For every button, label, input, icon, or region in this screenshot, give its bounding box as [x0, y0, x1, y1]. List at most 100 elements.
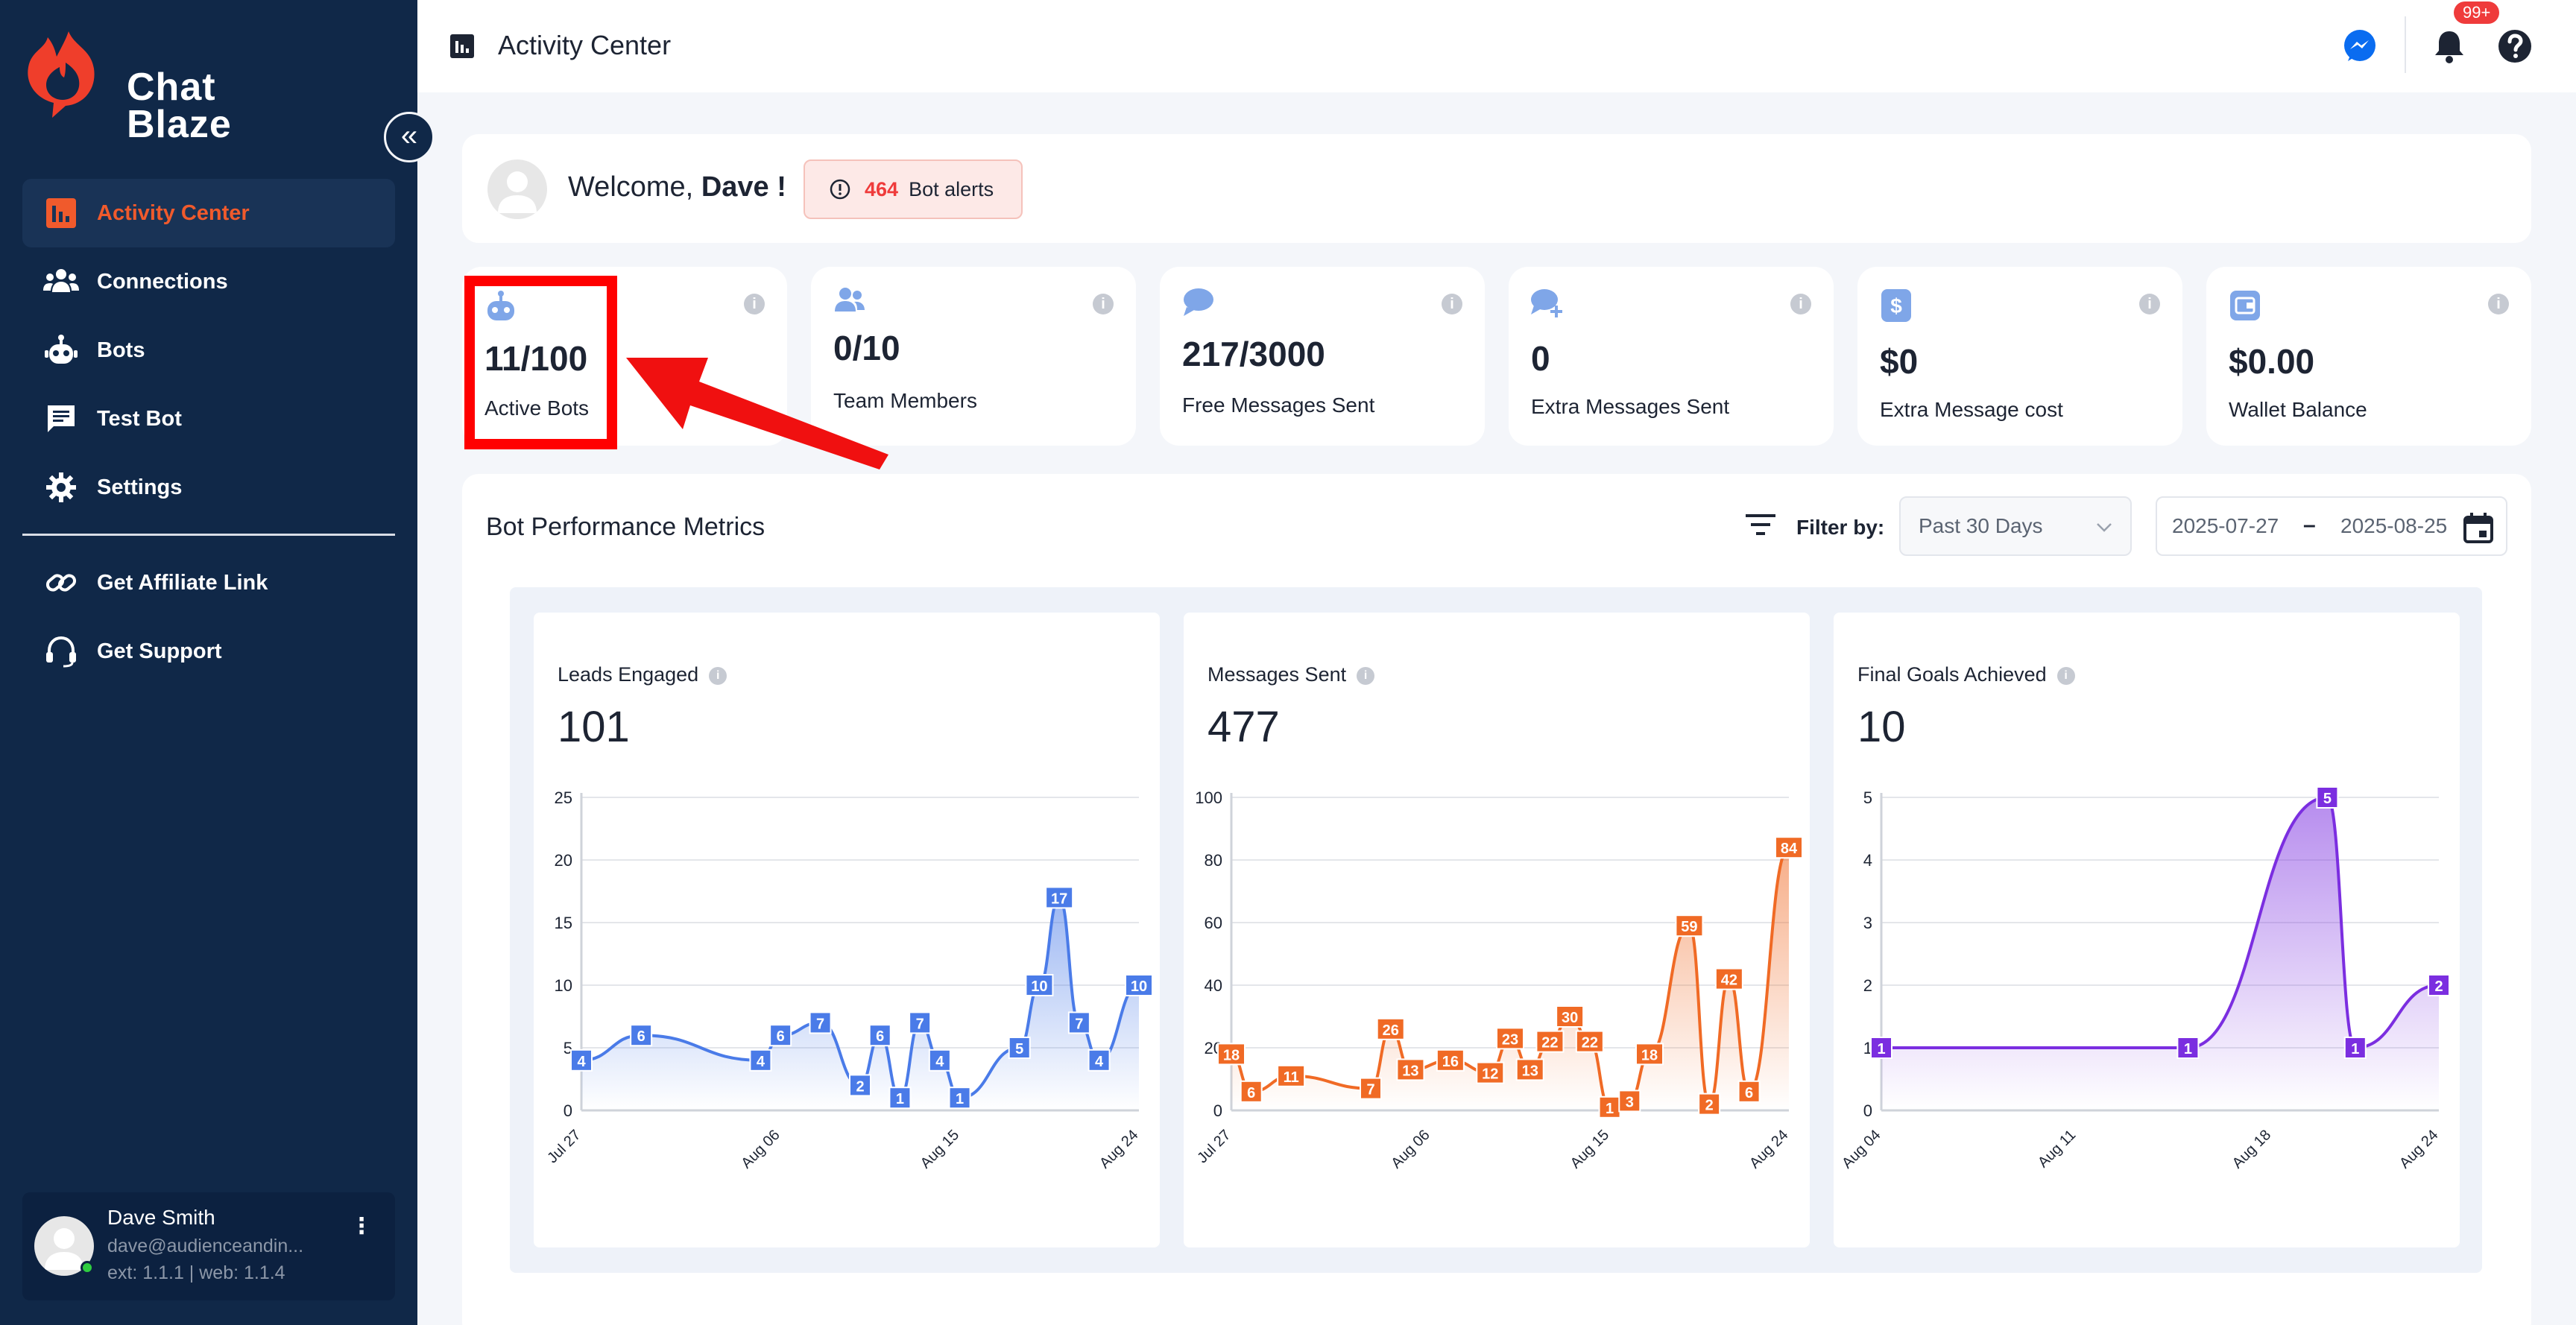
- flame-logo-icon: [28, 31, 95, 118]
- sidebar-item-affiliate-link[interactable]: Get Affiliate Link: [22, 548, 395, 617]
- more-vertical-icon[interactable]: ⋮: [350, 1214, 373, 1239]
- data-label: 30: [1562, 1010, 1578, 1026]
- stat-card-extra-message-cost[interactable]: $ i $0 Extra Message cost: [1857, 267, 2182, 446]
- data-label: 59: [1681, 919, 1697, 935]
- help-icon[interactable]: [2497, 28, 2533, 64]
- avatar: [34, 1216, 94, 1276]
- y-tick-label: 3: [1863, 914, 1872, 932]
- welcome-message: Welcome, Dave !: [568, 171, 786, 203]
- sidebar-item-label: Get Support: [97, 639, 222, 663]
- users-icon: [835, 288, 865, 312]
- stat-card-free-messages[interactable]: i 217/3000 Free Messages Sent: [1160, 267, 1485, 446]
- filter-icon[interactable]: [1744, 510, 1777, 540]
- x-tick-label: Aug 18: [2229, 1127, 2274, 1171]
- collapse-sidebar-button[interactable]: «: [384, 112, 435, 162]
- info-icon[interactable]: i: [709, 666, 727, 685]
- info-icon[interactable]: i: [1093, 294, 1114, 314]
- x-tick-label: Aug 06: [1388, 1127, 1433, 1171]
- header-divider: [2405, 16, 2406, 73]
- logo-text: Chat Blaze: [127, 68, 232, 144]
- x-tick-label: Jul 27: [1194, 1127, 1234, 1166]
- alert-circle-icon: [830, 179, 850, 200]
- bar-chart-icon: [43, 195, 79, 231]
- series-area: [581, 897, 1139, 1110]
- bot-alerts-button[interactable]: 464 Bot alerts: [804, 159, 1023, 219]
- data-label: 18: [1223, 1047, 1240, 1063]
- data-point-marker: [1737, 1080, 1761, 1103]
- data-label: 1: [956, 1091, 964, 1107]
- sidebar-item-support[interactable]: Get Support: [22, 617, 395, 686]
- chart-title: Messages Sent i: [1208, 663, 1375, 686]
- y-tick-label: 0: [1213, 1101, 1222, 1120]
- data-point-marker: [809, 1011, 832, 1034]
- robot-icon: [43, 332, 79, 368]
- info-icon[interactable]: i: [1357, 666, 1375, 685]
- stat-value: 0: [1531, 339, 1550, 378]
- data-label: 17: [1051, 891, 1067, 907]
- data-point-marker: [570, 1049, 593, 1072]
- sidebar-item-activity-center[interactable]: Activity Center: [22, 179, 395, 247]
- info-icon[interactable]: i: [2139, 294, 2160, 314]
- period-select[interactable]: Past 30 Days: [1899, 496, 2132, 556]
- stat-label: Active Bots: [484, 396, 590, 420]
- data-point-marker: [888, 1087, 912, 1110]
- chatblaze-logo[interactable]: Chat Blaze: [22, 27, 231, 144]
- stat-card-team-members[interactable]: i 0/10 Team Members: [811, 267, 1136, 446]
- info-icon[interactable]: i: [1442, 294, 1462, 314]
- data-point-marker: [769, 1024, 792, 1047]
- user-profile-card[interactable]: Dave Smith dave@audienceandin... ext: 1.…: [22, 1192, 395, 1300]
- info-icon[interactable]: i: [1790, 294, 1811, 314]
- sidebar-item-settings[interactable]: Settings: [22, 453, 395, 522]
- data-point-marker: [1125, 974, 1153, 996]
- messenger-icon[interactable]: [2342, 28, 2378, 64]
- y-tick-label: 4: [1863, 851, 1872, 870]
- data-label: 42: [1721, 973, 1737, 989]
- data-point-marker: [1618, 1090, 1641, 1113]
- data-point-marker: [1575, 1030, 1604, 1053]
- info-icon[interactable]: i: [744, 294, 765, 314]
- sidebar-item-connections[interactable]: Connections: [22, 247, 395, 316]
- data-point-marker: [868, 1024, 891, 1047]
- data-point-marker: [1240, 1080, 1263, 1103]
- chart-card-leads-engaged: Leads Engaged i 101 0 5 10 15 20 25 Jul 27 Aug 0…: [534, 613, 1160, 1247]
- date-range-picker[interactable]: 2025-07-27 – 2025-08-25: [2156, 496, 2507, 556]
- info-icon[interactable]: i: [2056, 666, 2075, 685]
- data-point-marker: [2343, 1037, 2367, 1059]
- series-line: [1231, 846, 1790, 1109]
- y-tick-label: 2: [1863, 976, 1872, 995]
- top-header: Activity Center 99+: [417, 0, 2576, 92]
- series-line: [1881, 795, 2440, 1050]
- info-icon[interactable]: i: [2488, 294, 2509, 314]
- message-icon: [43, 401, 79, 437]
- stat-card-extra-messages[interactable]: i 0 Extra Messages Sent: [1509, 267, 1834, 446]
- data-point-marker: [1496, 1027, 1524, 1050]
- chart-card-final-goals: Final Goals Achieved i 10 0 1 2 3 4 5 Aug 04 Aug…: [1834, 613, 2460, 1247]
- data-label: 7: [816, 1016, 824, 1032]
- date-separator: –: [2303, 513, 2316, 537]
- gear-icon: [43, 469, 79, 505]
- x-tick-label: Jul 27: [544, 1127, 584, 1166]
- sidebar-item-label: Settings: [97, 475, 183, 499]
- y-tick-label: 0: [564, 1101, 572, 1120]
- sidebar-divider: [22, 534, 395, 536]
- data-label: 7: [1366, 1082, 1374, 1098]
- data-point-marker: [928, 1049, 951, 1072]
- online-status-dot: [80, 1261, 94, 1274]
- stat-label: Team Members: [833, 389, 977, 412]
- series-area: [1881, 797, 2439, 1110]
- data-point-marker: [1045, 886, 1074, 909]
- data-label: 26: [1383, 1022, 1399, 1039]
- x-tick-label: Aug 15: [1568, 1127, 1612, 1171]
- y-tick-label: 0: [1863, 1101, 1872, 1120]
- svg-text:$: $: [1890, 294, 1902, 317]
- data-point-marker: [849, 1074, 871, 1097]
- welcome-card: Welcome, Dave ! 464 Bot alerts: [462, 134, 2531, 243]
- stat-card-wallet-balance[interactable]: i $0.00 Wallet Balance: [2206, 267, 2531, 446]
- sidebar-item-test-bot[interactable]: Test Bot: [22, 385, 395, 453]
- calendar-icon[interactable]: [2463, 511, 2494, 544]
- stat-value: $0: [1880, 342, 1919, 381]
- robot-icon: [487, 291, 514, 320]
- y-tick-label: 100: [1195, 788, 1222, 807]
- bell-icon[interactable]: [2430, 27, 2469, 66]
- sidebar-item-bots[interactable]: Bots: [22, 316, 395, 385]
